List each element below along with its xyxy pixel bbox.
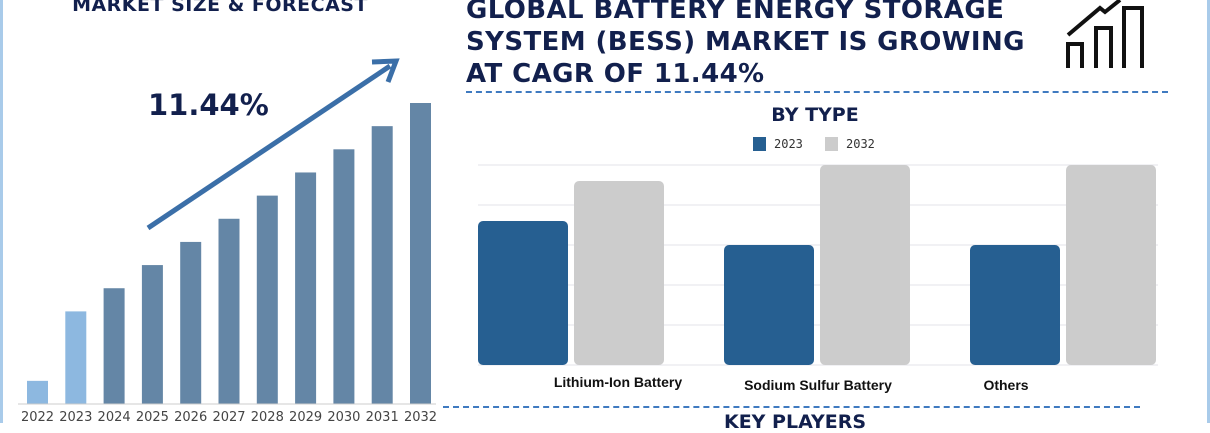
- year-label: 2030: [327, 410, 361, 425]
- bar-chart-growth-icon: [1066, 0, 1144, 68]
- market-bar-2028: [256, 195, 278, 404]
- growth-arrow: [146, 63, 392, 231]
- year-label: 2023: [59, 410, 93, 425]
- legend-2032: 2032: [825, 137, 875, 151]
- market-bar-2024: [103, 288, 125, 404]
- market-bar-2023: [65, 311, 87, 404]
- legend-swatch-2032: [825, 137, 838, 151]
- legend-label-2032: 2032: [846, 137, 875, 151]
- market-bar-2032: [410, 103, 431, 404]
- market-bar-2030: [333, 149, 355, 404]
- year-label: 2031: [365, 410, 399, 425]
- market-bar-2022: [27, 380, 48, 404]
- year-label: 2026: [174, 410, 208, 425]
- type-bar-2023: [478, 221, 568, 365]
- market-size-title: MARKET SIZE & FORECAST: [72, 0, 368, 16]
- year-label: 2025: [135, 410, 169, 425]
- year-label: 2032: [403, 410, 438, 425]
- type-bar-2032: [1066, 165, 1156, 365]
- type-bar-2032: [574, 181, 664, 365]
- market-bar-2031: [371, 126, 393, 405]
- growth-arrow-head: [371, 58, 400, 83]
- charts-canvas: [18, 0, 1158, 405]
- market-bar-2025: [141, 265, 163, 404]
- category-label: Others: [983, 377, 1029, 393]
- page-title: GLOBAL BATTERY ENERGY STORAGE SYSTEM (BE…: [466, 0, 1025, 89]
- divider-bottom: [443, 406, 1140, 408]
- left-border: [0, 0, 3, 423]
- year-label: 2022: [20, 410, 55, 425]
- by-type-title: BY TYPE: [771, 104, 859, 126]
- market-bar-2027: [218, 218, 240, 404]
- divider-top: [466, 91, 1168, 93]
- type-bar-2023: [724, 245, 814, 365]
- cagr-label: 11.44%: [148, 88, 269, 122]
- year-label: 2024: [97, 410, 131, 425]
- year-label: 2028: [250, 410, 284, 425]
- legend-label-2023: 2023: [774, 137, 803, 151]
- key-players-title: KEY PLAYERS: [723, 411, 867, 433]
- market-bar-2029: [295, 172, 317, 404]
- legend-swatch-2023: [753, 137, 766, 151]
- category-label: Lithium-Ion Battery: [553, 374, 683, 390]
- year-label: 2029: [289, 410, 323, 425]
- market-bar-2026: [180, 241, 202, 404]
- category-label: Sodium Sulfur Battery: [744, 377, 892, 393]
- right-border: [1207, 0, 1210, 423]
- legend-2023: 2023: [753, 137, 803, 151]
- type-bar-2032: [820, 165, 910, 365]
- type-bar-2023: [970, 245, 1060, 365]
- year-label: 2027: [212, 410, 246, 425]
